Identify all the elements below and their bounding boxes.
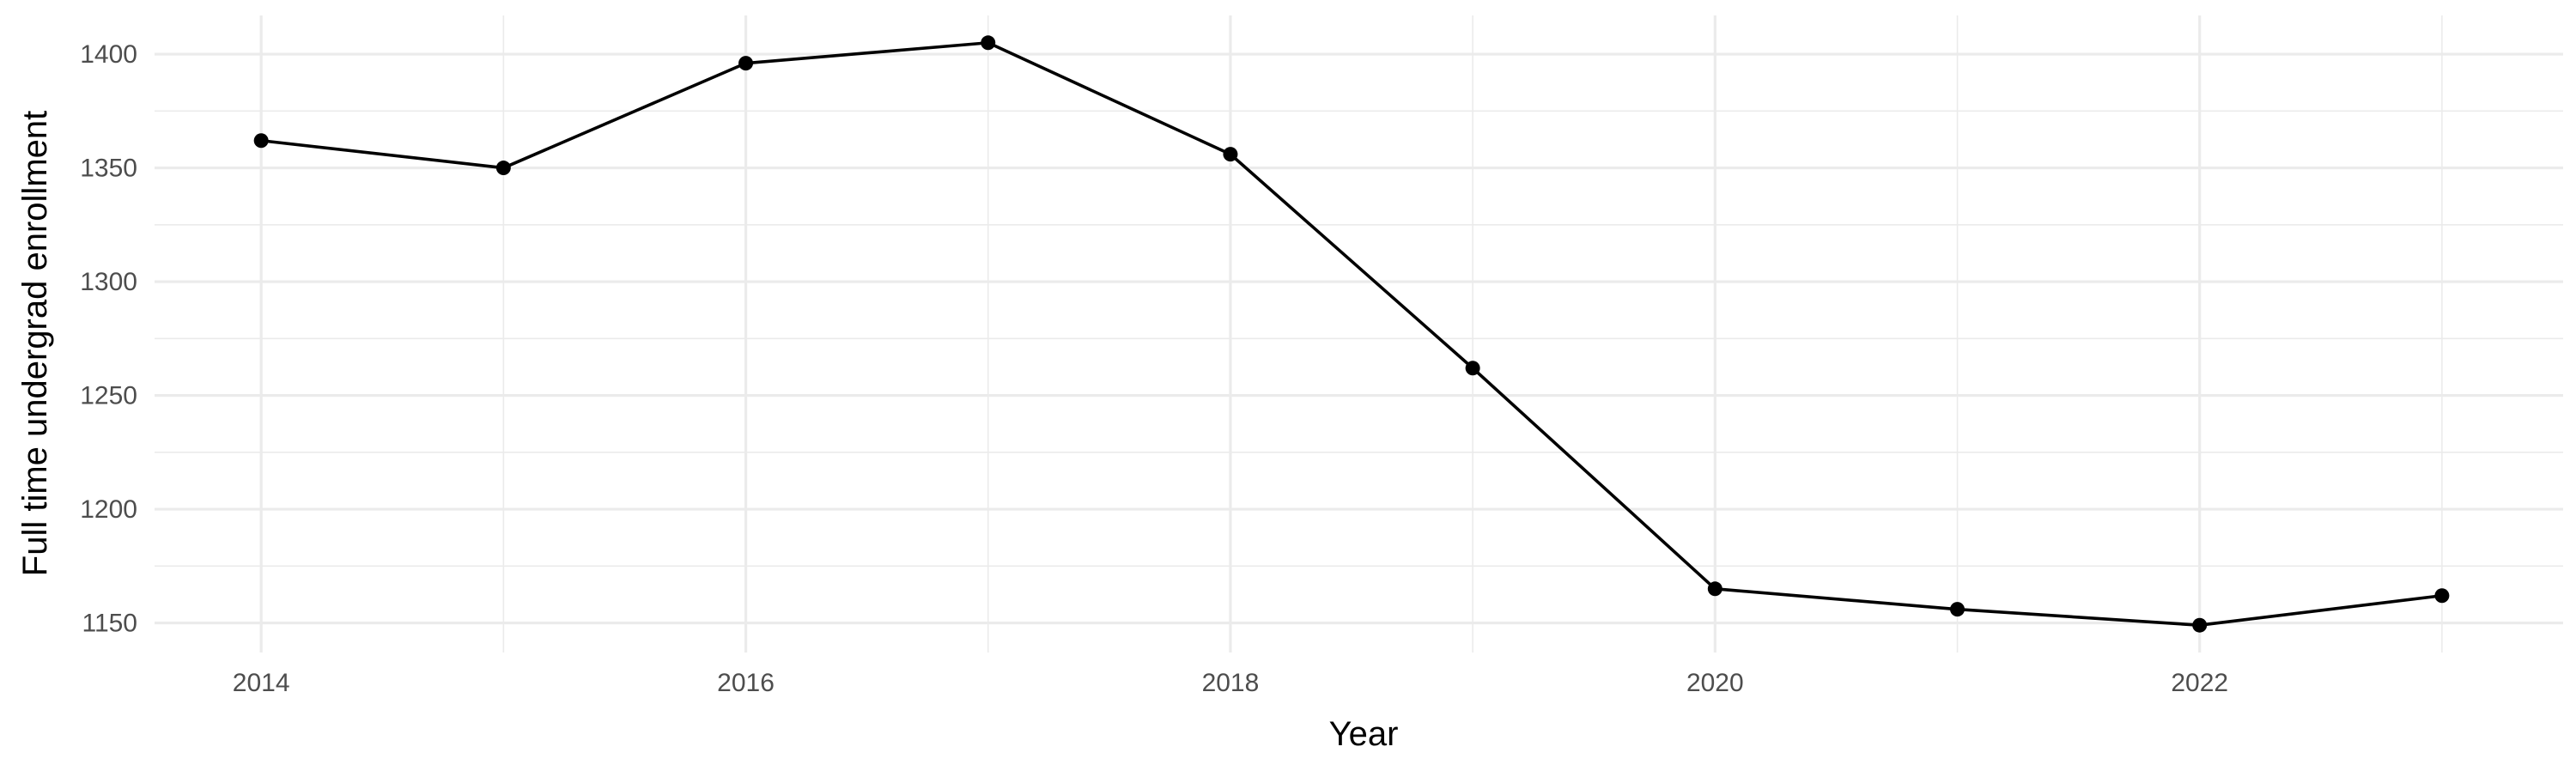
- y-tick-label: 1150: [82, 610, 137, 638]
- data-point: [1223, 147, 1238, 162]
- data-point: [738, 56, 754, 71]
- x-tick-label: 2020: [1686, 669, 1744, 697]
- x-tick-label: 2014: [233, 669, 290, 697]
- x-tick-label: 2018: [1202, 669, 1260, 697]
- y-axis-title: Full time undergrad enrollment: [16, 111, 54, 576]
- series: [253, 35, 2450, 633]
- y-axis-ticks: 1150 1200 1250 1300 1350 1400: [80, 40, 137, 638]
- x-tick-label: 2022: [2171, 669, 2228, 697]
- y-tick-label: 1300: [80, 268, 137, 296]
- data-point: [981, 35, 996, 51]
- data-point: [1950, 602, 1965, 617]
- y-tick-label: 1250: [80, 382, 137, 410]
- data-point: [495, 161, 511, 176]
- data-point: [1465, 361, 1480, 376]
- x-tick-label: 2016: [717, 669, 775, 697]
- data-point: [2192, 617, 2208, 633]
- data-point: [2434, 588, 2450, 604]
- series-line: [260, 40, 2443, 628]
- data-point: [1707, 581, 1722, 597]
- gridlines: [155, 15, 2563, 653]
- data-point: [253, 133, 269, 149]
- y-tick-label: 1200: [80, 495, 137, 524]
- x-axis-title: Year: [1329, 715, 1399, 753]
- x-axis-ticks: 2014 2016 2018 2020 2022: [233, 669, 2228, 697]
- y-tick-label: 1400: [80, 40, 137, 69]
- y-tick-label: 1350: [80, 155, 137, 183]
